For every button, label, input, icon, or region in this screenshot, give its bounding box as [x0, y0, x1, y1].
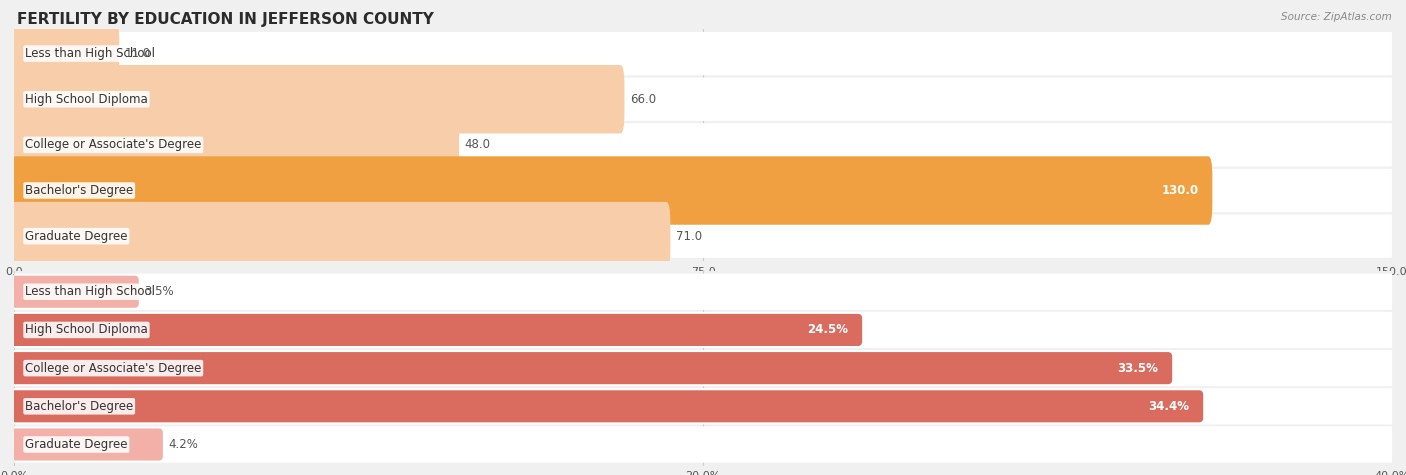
FancyBboxPatch shape [14, 350, 1392, 386]
FancyBboxPatch shape [14, 427, 1392, 463]
FancyBboxPatch shape [10, 390, 1204, 422]
FancyBboxPatch shape [14, 32, 1392, 75]
FancyBboxPatch shape [10, 314, 862, 346]
FancyBboxPatch shape [14, 169, 1392, 212]
Text: 3.5%: 3.5% [145, 285, 174, 298]
Text: 24.5%: 24.5% [807, 323, 848, 336]
Text: 130.0: 130.0 [1161, 184, 1198, 197]
Text: FERTILITY BY EDUCATION IN JEFFERSON COUNTY: FERTILITY BY EDUCATION IN JEFFERSON COUN… [17, 12, 433, 27]
Text: Graduate Degree: Graduate Degree [25, 438, 128, 451]
FancyBboxPatch shape [10, 156, 1212, 225]
Text: High School Diploma: High School Diploma [25, 93, 148, 106]
Text: College or Associate's Degree: College or Associate's Degree [25, 138, 201, 152]
Text: Bachelor's Degree: Bachelor's Degree [25, 400, 134, 413]
Text: 66.0: 66.0 [630, 93, 657, 106]
Text: Graduate Degree: Graduate Degree [25, 229, 128, 243]
FancyBboxPatch shape [14, 274, 1392, 310]
Text: 48.0: 48.0 [464, 138, 491, 152]
Text: College or Associate's Degree: College or Associate's Degree [25, 361, 201, 375]
Text: Less than High School: Less than High School [25, 285, 155, 298]
FancyBboxPatch shape [14, 215, 1392, 258]
Text: Bachelor's Degree: Bachelor's Degree [25, 184, 134, 197]
FancyBboxPatch shape [10, 428, 163, 461]
Text: Source: ZipAtlas.com: Source: ZipAtlas.com [1281, 12, 1392, 22]
FancyBboxPatch shape [10, 111, 460, 179]
FancyBboxPatch shape [14, 77, 1392, 121]
FancyBboxPatch shape [14, 123, 1392, 167]
FancyBboxPatch shape [10, 352, 1173, 384]
FancyBboxPatch shape [10, 202, 671, 270]
FancyBboxPatch shape [14, 388, 1392, 425]
Text: 34.4%: 34.4% [1149, 400, 1189, 413]
Text: 71.0: 71.0 [676, 229, 702, 243]
Text: Less than High School: Less than High School [25, 47, 155, 60]
FancyBboxPatch shape [10, 276, 139, 308]
Text: 11.0: 11.0 [125, 47, 150, 60]
Text: 4.2%: 4.2% [169, 438, 198, 451]
FancyBboxPatch shape [10, 19, 120, 88]
FancyBboxPatch shape [10, 65, 624, 133]
Text: High School Diploma: High School Diploma [25, 323, 148, 336]
FancyBboxPatch shape [14, 312, 1392, 348]
Text: 33.5%: 33.5% [1118, 361, 1159, 375]
